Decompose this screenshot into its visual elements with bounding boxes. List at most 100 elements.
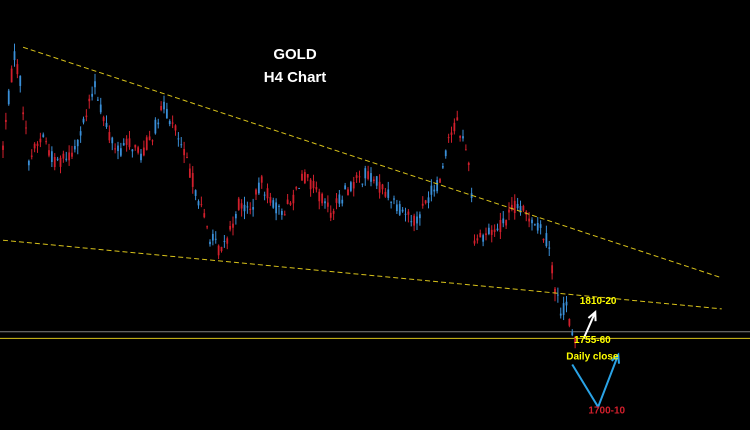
candle-body (375, 176, 378, 186)
candle (479, 229, 482, 238)
candle (536, 217, 539, 234)
candle-body (240, 203, 243, 209)
candle-body (499, 220, 502, 232)
candle (240, 199, 243, 217)
candle-body (263, 194, 266, 196)
candle-body (387, 189, 390, 198)
candle-body (91, 93, 94, 97)
candle-body (140, 153, 142, 161)
candle (556, 287, 559, 303)
candle-body (456, 117, 459, 121)
candle-body (2, 145, 4, 150)
candle (59, 155, 62, 174)
candle (134, 144, 137, 151)
candle (502, 211, 505, 228)
candle-body (36, 143, 39, 146)
candle-body (367, 171, 370, 179)
candle-body (298, 187, 301, 189)
candle (565, 295, 568, 313)
candle-body (243, 204, 246, 212)
candle-body (209, 241, 211, 245)
candle (197, 199, 200, 209)
candle-body (171, 122, 174, 124)
candle (56, 156, 59, 162)
candle (349, 180, 352, 193)
candle (315, 181, 318, 193)
candle (142, 140, 145, 157)
candle-body (467, 162, 470, 166)
candle (280, 208, 283, 220)
candle-body (303, 172, 306, 184)
candle (151, 139, 154, 146)
candle (444, 149, 447, 159)
candle-body (22, 112, 25, 115)
candle (347, 187, 349, 196)
candle (209, 239, 211, 247)
candle-body (108, 132, 111, 141)
candle-body (424, 200, 427, 204)
trendline-2 (2, 239, 722, 310)
candle-body (286, 199, 289, 204)
candle-body (229, 225, 232, 230)
candle (111, 136, 114, 151)
candle-body (401, 209, 404, 212)
candle-body (329, 212, 332, 218)
candle-body (186, 156, 188, 158)
candle (252, 198, 255, 217)
candle (485, 227, 487, 241)
candle (99, 97, 102, 115)
candle-body (487, 227, 490, 234)
candle-body (453, 122, 456, 132)
candle (203, 208, 206, 219)
candle (352, 176, 355, 197)
candle-body (131, 149, 134, 152)
candle (568, 318, 571, 328)
candle (562, 296, 565, 321)
candle-body (111, 137, 114, 144)
candle (456, 110, 459, 121)
candle (332, 208, 335, 220)
candle-body (252, 207, 255, 210)
candle-body (163, 101, 165, 110)
candle (358, 170, 361, 183)
candle (395, 199, 398, 214)
candle (519, 200, 522, 216)
candle (53, 153, 56, 171)
candle (246, 201, 249, 214)
candle-body (536, 222, 539, 231)
candle-body (355, 175, 358, 178)
candle-body (335, 198, 338, 203)
candle-body (450, 132, 453, 135)
candle (303, 169, 306, 185)
candle-body (554, 288, 556, 294)
candle (154, 117, 157, 135)
candle-body (508, 209, 510, 213)
candle (329, 205, 332, 222)
candle-body (533, 224, 536, 226)
candle (393, 195, 395, 205)
candle (42, 132, 45, 138)
candle (88, 94, 91, 109)
candle-body (157, 122, 160, 125)
candle (390, 201, 393, 209)
candle-body (114, 148, 117, 150)
candle-body (347, 189, 349, 196)
candle (421, 196, 424, 209)
candle-body (321, 193, 324, 204)
candle (424, 199, 427, 205)
candle (186, 152, 188, 159)
candle (318, 188, 321, 210)
candle (450, 126, 453, 143)
candle-body (177, 138, 180, 140)
candle-body (545, 233, 548, 247)
candle (249, 202, 252, 215)
candle-body (68, 152, 71, 161)
candle-body (148, 136, 151, 141)
candle-body (266, 188, 269, 199)
candle-body (513, 200, 516, 214)
candle (344, 182, 347, 190)
candle-body (211, 233, 214, 241)
candle (413, 213, 416, 232)
